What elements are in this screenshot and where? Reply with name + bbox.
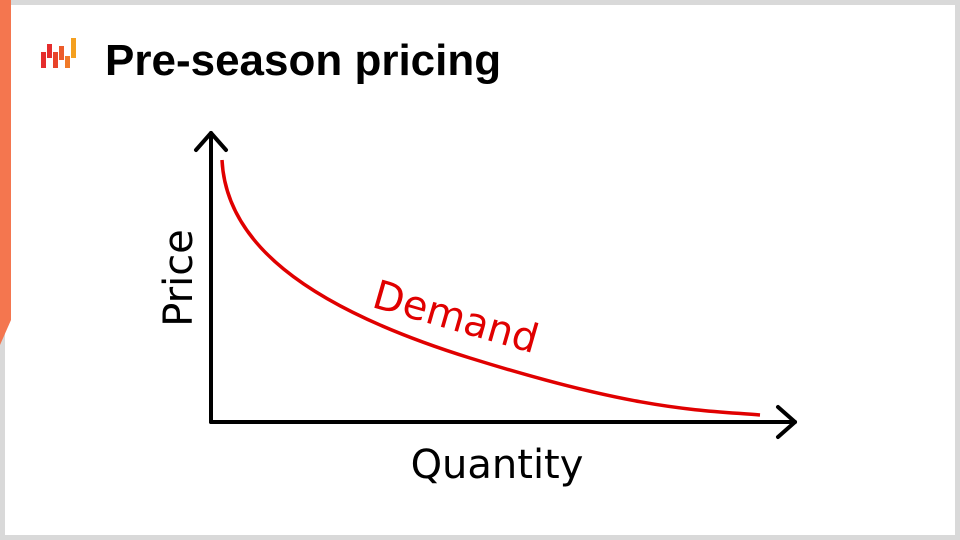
axes	[194, 131, 797, 439]
demand-curve	[220, 159, 761, 417]
title: Pre-season pricing	[105, 36, 501, 85]
logo	[41, 38, 76, 68]
x-axis-label: Quantity	[411, 442, 584, 488]
accent-strip	[0, 0, 11, 345]
y-axis-label: Price	[156, 229, 202, 327]
